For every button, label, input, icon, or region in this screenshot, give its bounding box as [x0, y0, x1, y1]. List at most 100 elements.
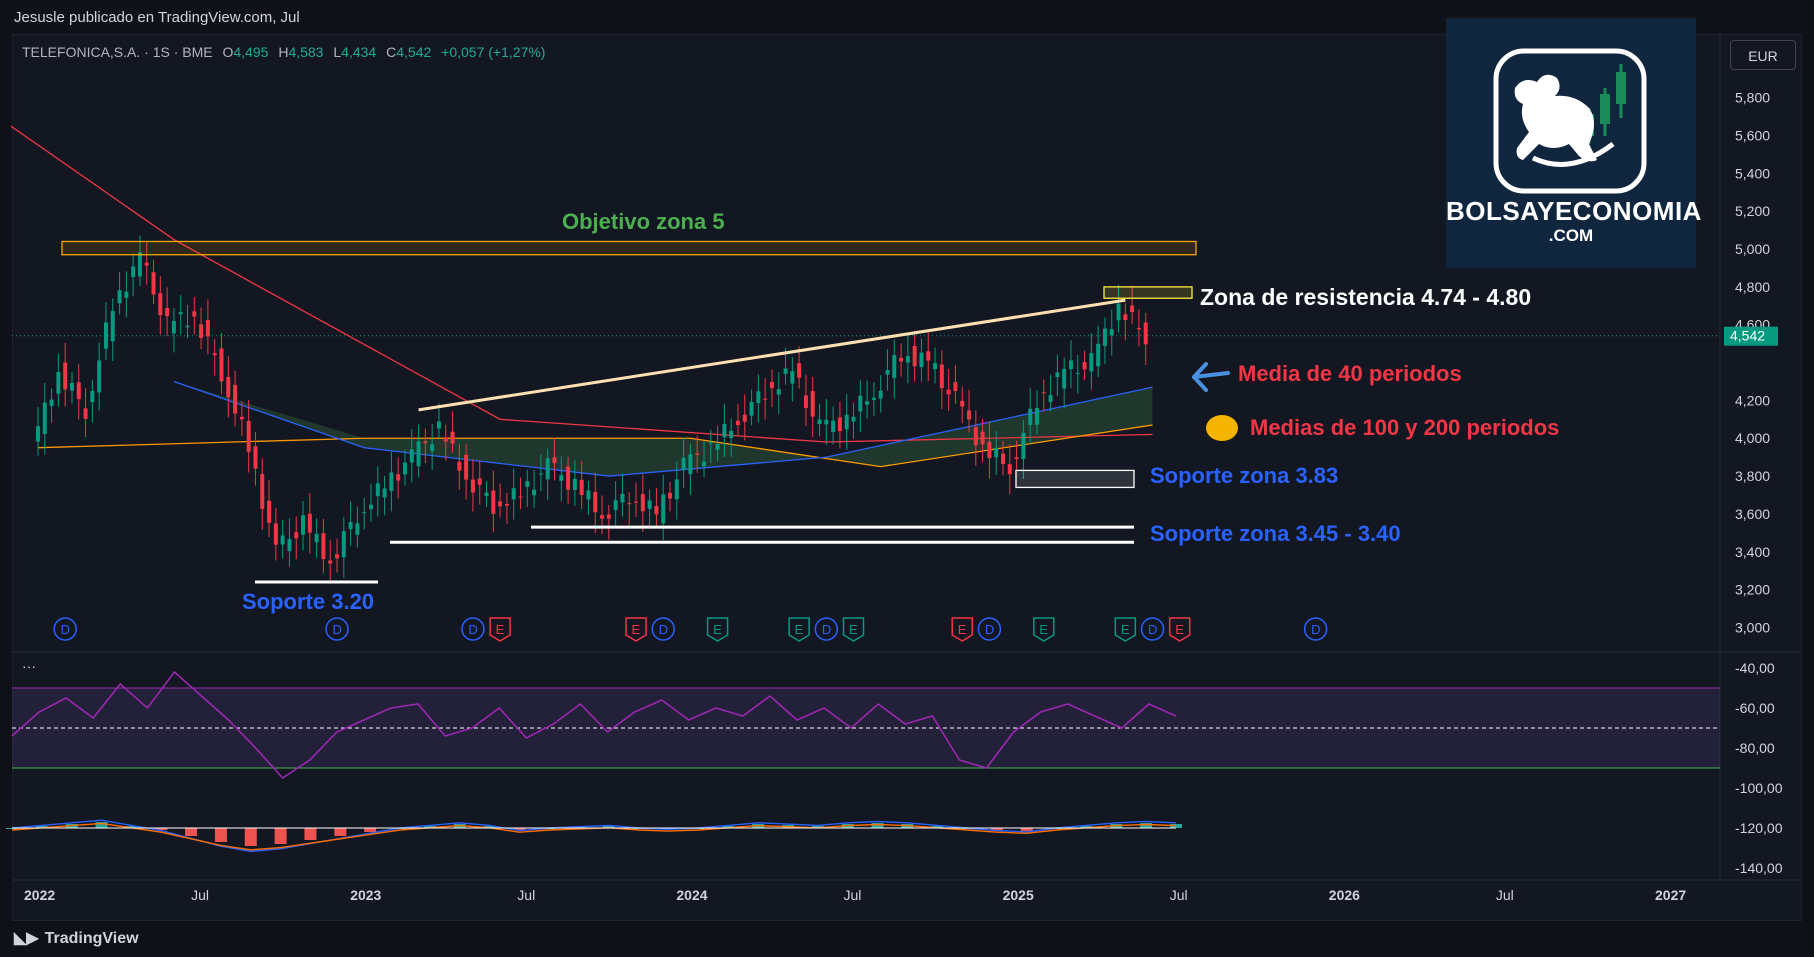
price-tick-label: 3,200 [1735, 582, 1770, 598]
candle-body [382, 488, 387, 498]
candle-body [701, 461, 706, 467]
candle-body [416, 441, 421, 467]
low-label: L [333, 44, 342, 60]
candle-body [165, 308, 170, 317]
candle-body [756, 391, 761, 404]
candle-body [742, 414, 747, 422]
candle-body [314, 533, 319, 543]
candle-body [185, 325, 190, 328]
candle-body [1055, 372, 1060, 378]
time-tick-label: 2026 [1329, 887, 1360, 903]
candle-body [491, 490, 496, 514]
time-tick-label: 2023 [350, 887, 381, 903]
ma200-line [10, 125, 1153, 443]
candle-body [287, 539, 292, 552]
candle-body [1143, 322, 1148, 345]
candle-body [606, 514, 611, 519]
time-tick-label: Jul [1496, 887, 1514, 903]
macd-histogram-bar [214, 828, 227, 842]
candle-body [1116, 303, 1121, 321]
candle-body [1068, 360, 1073, 370]
candle-body [688, 454, 693, 475]
footer [0, 921, 1814, 957]
close-label: C [386, 44, 397, 60]
event-marker-label: E [849, 622, 858, 637]
currency-button[interactable]: EUR [1730, 40, 1796, 70]
candle-body [511, 488, 516, 500]
candle-body [851, 416, 856, 422]
time-tick-label: 2022 [24, 887, 55, 903]
candle-body [103, 322, 108, 349]
open-value: 4,495 [233, 44, 269, 60]
earnings-event-marker [706, 617, 729, 642]
macd-histogram-bar [304, 828, 317, 840]
candle-body [858, 395, 863, 412]
candle-body [69, 382, 74, 391]
candle-body [484, 492, 489, 497]
candle-body [661, 494, 666, 524]
support-383-annotation: Soporte zona 3.83 [1150, 463, 1338, 488]
candle-body [430, 444, 435, 452]
event-marker-label: D [333, 622, 342, 637]
earnings-event-marker [951, 617, 973, 642]
candle-body [396, 474, 401, 481]
candle-body [233, 384, 238, 414]
earnings-event-marker [842, 617, 865, 642]
candle-body [1021, 432, 1026, 460]
time-tick-label: 2025 [1003, 887, 1034, 903]
earnings-event-marker [1114, 617, 1137, 642]
pointing-hand-icon [1206, 415, 1238, 441]
earnings-event-marker [625, 617, 647, 642]
ma40-line [173, 380, 1153, 477]
macd-histogram-bar [1140, 823, 1153, 828]
macd-histogram-bar [95, 822, 108, 828]
macd-histogram-bar [334, 828, 347, 836]
candle-body [1014, 457, 1019, 459]
candle-body [1001, 453, 1006, 464]
macd-histogram-bar [722, 826, 735, 828]
macd-histogram-bar [1170, 824, 1182, 828]
candle-body [348, 522, 353, 530]
candle-body [722, 424, 727, 438]
indicator-tick-label: -40,00 [1735, 660, 1775, 676]
dividend-event-marker [1140, 617, 1165, 641]
candle-body [824, 419, 829, 425]
candle-body [844, 414, 849, 430]
event-marker-label: E [496, 622, 505, 637]
earnings-event-marker [1033, 617, 1055, 642]
candle-body [695, 453, 700, 455]
candle-body [192, 311, 197, 317]
candle-body [470, 479, 475, 493]
price-tick-label: 5,200 [1735, 203, 1770, 219]
candle-body [831, 420, 836, 432]
support-345-annotation: Soporte zona 3.45 - 3.40 [1150, 521, 1401, 546]
candle-body [477, 478, 482, 485]
tradingview-brand[interactable]: ◣▶ TradingView [14, 928, 139, 948]
ma-ribbon-fill [173, 381, 1153, 477]
candle-body [837, 417, 842, 432]
symbol-legend[interactable]: TELEFONICA,S.A. · 1S · BME O4,495 H4,583… [22, 44, 545, 60]
candle-body [144, 262, 149, 266]
price-tick-label: 5,800 [1735, 90, 1770, 106]
candle-body [341, 531, 346, 558]
support-383-box [1015, 469, 1135, 489]
candle-body [681, 457, 686, 471]
dividend-event-marker [53, 617, 77, 641]
candle-body [735, 420, 740, 426]
candle-body [389, 472, 394, 491]
time-tick-label: Jul [844, 887, 862, 903]
target-zone-box [61, 240, 1197, 256]
macd-histogram-bar [513, 828, 526, 830]
candle-body [110, 310, 115, 342]
candle-body [443, 437, 448, 442]
earnings-event-marker [489, 617, 511, 642]
candle-body [987, 441, 992, 459]
macd-histogram-bar [811, 826, 824, 828]
candle-body [640, 494, 645, 512]
dividend-event-marker [651, 617, 675, 641]
candle-body [545, 458, 550, 480]
candle-body [634, 501, 639, 503]
high-label: H [278, 44, 289, 60]
candle-body [885, 370, 890, 375]
